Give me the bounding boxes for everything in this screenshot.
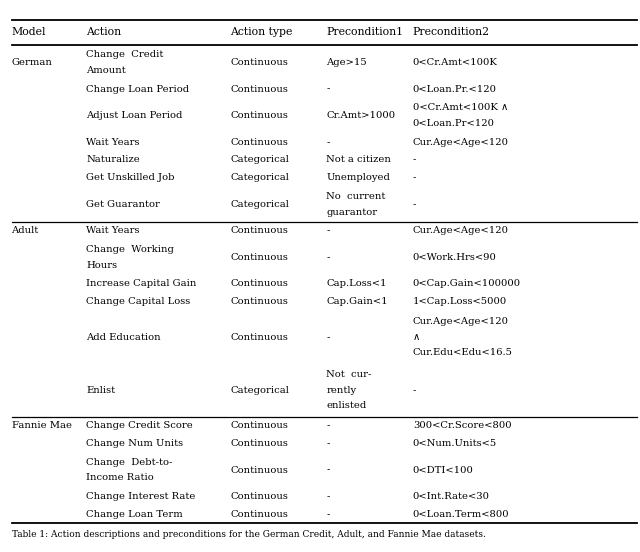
Text: Change Credit Score: Change Credit Score [86,421,193,431]
Text: Categorical: Categorical [230,386,289,395]
Text: -: - [326,466,330,475]
Text: Precondition2: Precondition2 [413,27,490,38]
Text: Cur.Age<Age<120: Cur.Age<Age<120 [413,226,509,235]
Text: Age>15: Age>15 [326,58,367,67]
Text: Continuous: Continuous [230,510,288,519]
Text: -: - [326,439,330,448]
Text: enlisted: enlisted [326,401,367,411]
Text: Continuous: Continuous [230,333,288,342]
Text: 300<Cr.Score<800: 300<Cr.Score<800 [413,421,511,431]
Text: Continuous: Continuous [230,492,288,501]
Text: Continuous: Continuous [230,439,288,448]
Text: Wait Years: Wait Years [86,137,140,147]
Text: Continuous: Continuous [230,58,288,67]
Text: Cur.Edu<Edu<16.5: Cur.Edu<Edu<16.5 [413,348,513,357]
Text: Cap.Loss<1: Cap.Loss<1 [326,279,387,289]
Text: Continuous: Continuous [230,279,288,289]
Text: 0<Work.Hrs<90: 0<Work.Hrs<90 [413,253,497,262]
Text: Income Ratio: Income Ratio [86,474,154,482]
Text: Change  Credit: Change Credit [86,50,164,59]
Text: -: - [413,200,416,209]
Text: -: - [413,173,416,182]
Text: Table 1: Action descriptions and preconditions for the German Credit, Adult, and: Table 1: Action descriptions and precond… [12,529,485,539]
Text: -: - [326,84,330,93]
Text: Unemployed: Unemployed [326,173,390,182]
Text: -: - [326,333,330,342]
Text: 0<Cr.Amt<100K ∧: 0<Cr.Amt<100K ∧ [413,103,508,112]
Text: Change Capital Loss: Change Capital Loss [86,297,191,306]
Text: 0<Loan.Pr.<120: 0<Loan.Pr.<120 [413,84,497,93]
Text: -: - [326,226,330,235]
Text: Adult: Adult [12,226,39,235]
Text: 0<Cap.Gain<100000: 0<Cap.Gain<100000 [413,279,521,289]
Text: ∧: ∧ [413,333,420,342]
Text: German: German [12,58,52,67]
Text: Cur.Age<Age<120: Cur.Age<Age<120 [413,317,509,326]
Text: Wait Years: Wait Years [86,226,140,235]
Text: 0<Cr.Amt<100K: 0<Cr.Amt<100K [413,58,498,67]
Text: 0<Int.Rate<30: 0<Int.Rate<30 [413,492,490,501]
Text: Cr.Amt>1000: Cr.Amt>1000 [326,111,396,120]
Text: -: - [326,253,330,262]
Text: 0<Num.Units<5: 0<Num.Units<5 [413,439,497,448]
Text: Increase Capital Gain: Increase Capital Gain [86,279,196,289]
Text: 0<Loan.Term<800: 0<Loan.Term<800 [413,510,509,519]
Text: Get Guarantor: Get Guarantor [86,200,160,209]
Text: -: - [413,156,416,164]
Text: -: - [326,492,330,501]
Text: Change Num Units: Change Num Units [86,439,184,448]
Text: guarantor: guarantor [326,208,378,216]
Text: Not  cur-: Not cur- [326,370,372,379]
Text: Continuous: Continuous [230,111,288,120]
Text: rently: rently [326,386,356,395]
Text: Change Loan Period: Change Loan Period [86,84,189,93]
Text: Hours: Hours [86,261,118,270]
Text: Categorical: Categorical [230,156,289,164]
Text: Action type: Action type [230,27,292,38]
Text: Action: Action [86,27,122,38]
Text: 0<Loan.Pr<120: 0<Loan.Pr<120 [413,119,495,128]
Text: -: - [413,386,416,395]
Text: Change Loan Term: Change Loan Term [86,510,183,519]
Text: Amount: Amount [86,66,126,75]
Text: Continuous: Continuous [230,421,288,431]
Text: Change Interest Rate: Change Interest Rate [86,492,196,501]
Text: Model: Model [12,27,46,38]
Text: Enlist: Enlist [86,386,116,395]
Text: 1<Cap.Loss<5000: 1<Cap.Loss<5000 [413,297,507,306]
Text: Get Unskilled Job: Get Unskilled Job [86,173,175,182]
Text: Precondition1: Precondition1 [326,27,404,38]
Text: Cap.Gain<1: Cap.Gain<1 [326,297,388,306]
Text: -: - [326,137,330,147]
Text: Continuous: Continuous [230,226,288,235]
Text: Not a citizen: Not a citizen [326,156,391,164]
Text: -: - [326,510,330,519]
Text: Cur.Age<Age<120: Cur.Age<Age<120 [413,137,509,147]
Text: Change  Working: Change Working [86,245,174,254]
Text: Change  Debt-to-: Change Debt-to- [86,458,173,467]
Text: Categorical: Categorical [230,200,289,209]
Text: -: - [326,421,330,431]
Text: Fannie Mae: Fannie Mae [12,421,72,431]
Text: Naturalize: Naturalize [86,156,140,164]
Text: Adjust Loan Period: Adjust Loan Period [86,111,183,120]
Text: No  current: No current [326,192,386,201]
Text: Continuous: Continuous [230,84,288,93]
Text: 0<DTI<100: 0<DTI<100 [413,466,474,475]
Text: Continuous: Continuous [230,297,288,306]
Text: Add Education: Add Education [86,333,161,342]
Text: Categorical: Categorical [230,173,289,182]
Text: Continuous: Continuous [230,466,288,475]
Text: Continuous: Continuous [230,137,288,147]
Text: Continuous: Continuous [230,253,288,262]
